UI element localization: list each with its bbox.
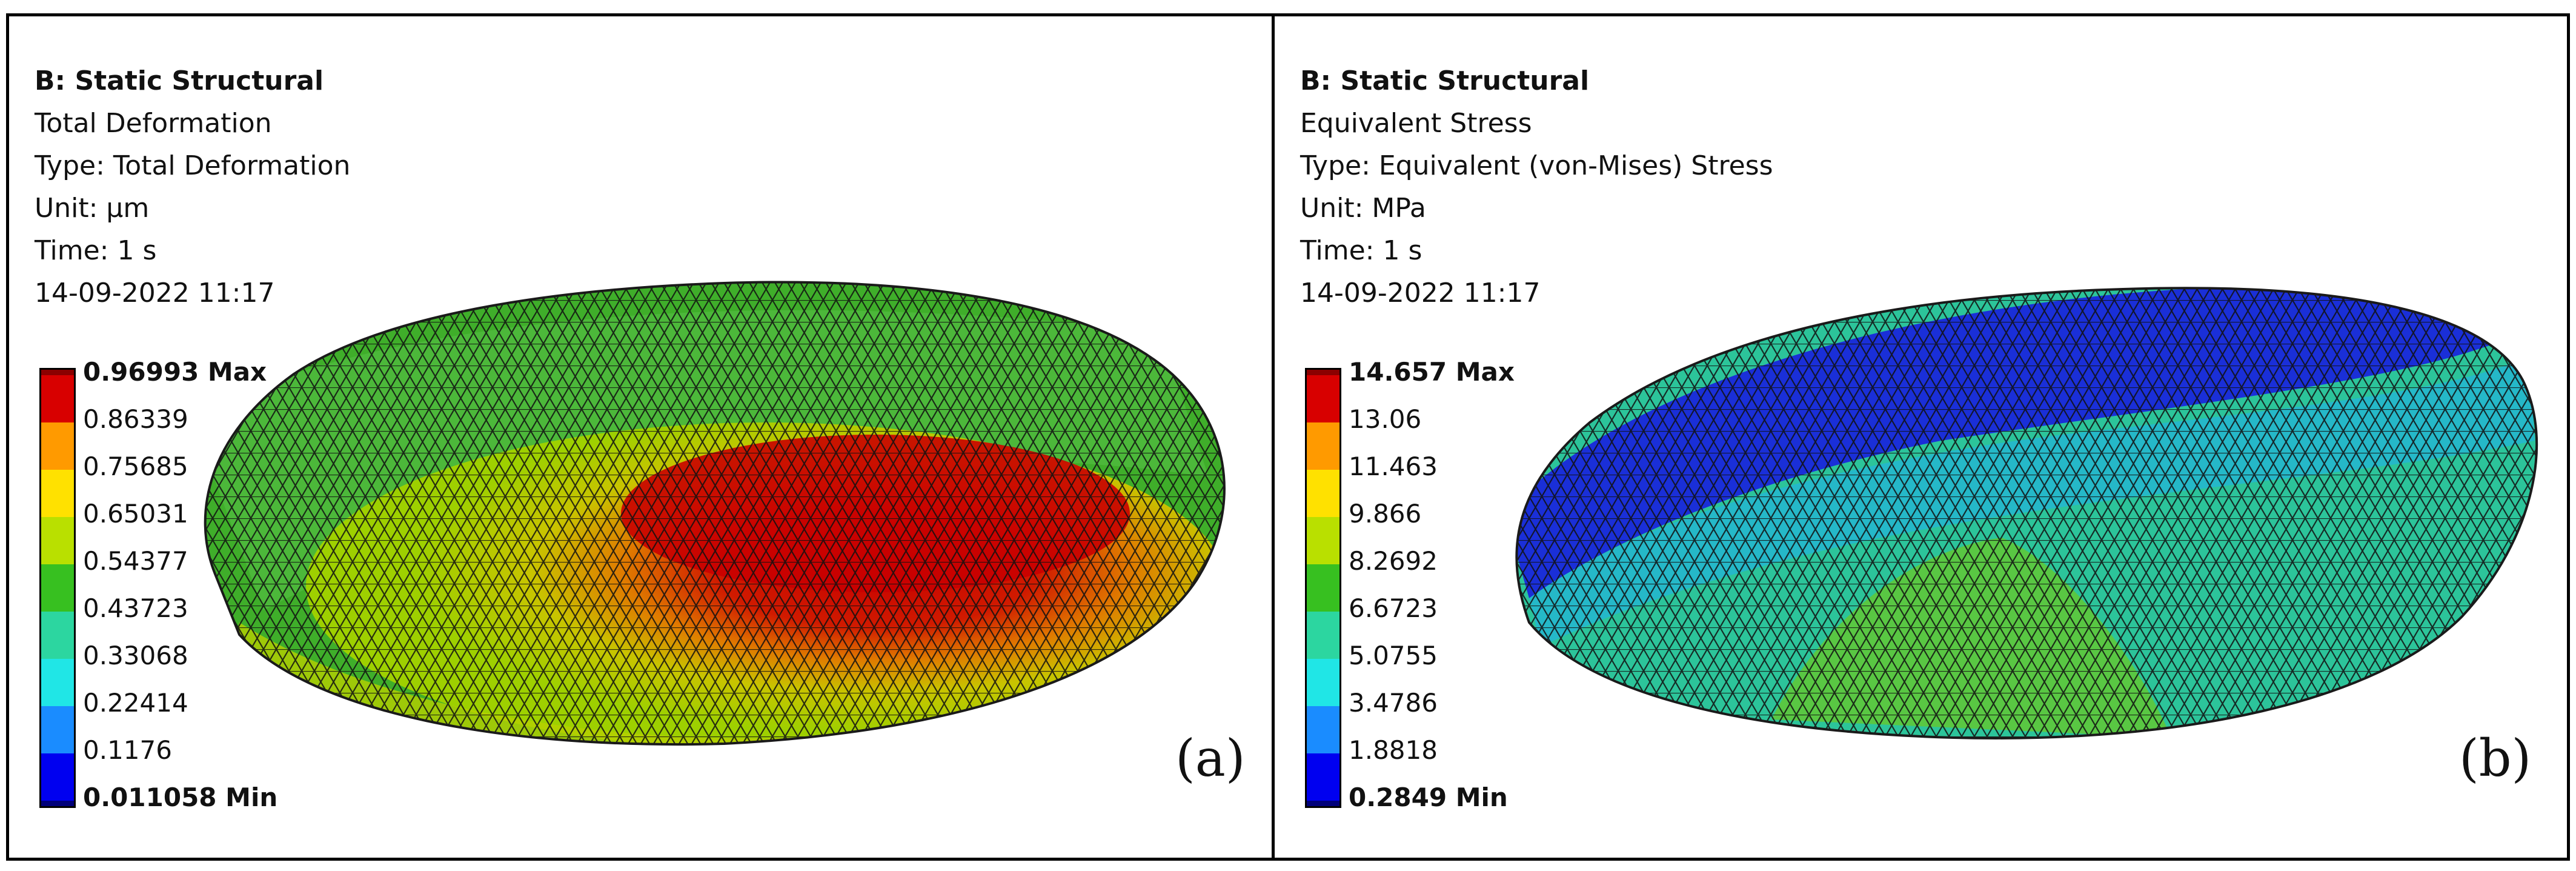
legend-value-label: 0.43723 — [83, 593, 188, 623]
legend-swatch — [39, 612, 76, 659]
panel-a-system: B: Static Structural — [35, 65, 324, 96]
panel-a-header: B: Static Structural Total Deformation T… — [35, 60, 350, 315]
panel-b-unit: Unit: MPa — [1300, 193, 1426, 224]
legend-swatch — [1305, 375, 1341, 422]
legend-value-label: 0.1176 — [83, 735, 172, 765]
legend-value-label: 3.4786 — [1349, 688, 1438, 718]
legend-swatch — [39, 470, 76, 517]
legend-value-label: 0.33068 — [83, 641, 188, 670]
legend-swatch — [39, 753, 76, 801]
legend-value-label: 0.011058 Min — [83, 783, 278, 812]
panel-b-header: B: Static Structural Equivalent Stress T… — [1300, 60, 1773, 315]
legend-value-label: 5.0755 — [1349, 641, 1438, 670]
legend-min-cap — [39, 801, 76, 808]
panel-a-total-deformation: B: Static Structural Total Deformation T… — [6, 13, 1275, 861]
legend-swatch — [1305, 470, 1341, 517]
legend-value-label: 0.65031 — [83, 499, 188, 529]
panel-a-result: Total Deformation — [35, 108, 272, 139]
legend-value-label: 0.96993 Max — [83, 357, 267, 387]
panel-b-timestamp: 14-09-2022 11:17 — [1300, 278, 1541, 309]
panel-b-equivalent-stress: B: Static Structural Equivalent Stress T… — [1272, 13, 2570, 861]
stress-mesh-plot — [1515, 287, 2538, 739]
legend-max-cap — [39, 368, 76, 375]
panel-a-timestamp: 14-09-2022 11:17 — [35, 278, 275, 309]
panel-a-type: Type: Total Deformation — [35, 150, 351, 181]
legend-max-cap — [1305, 368, 1341, 375]
legend-swatch — [39, 659, 76, 706]
legend-swatch — [1305, 422, 1341, 470]
legend-swatch — [1305, 753, 1341, 801]
legend-min-cap — [1305, 801, 1341, 808]
legend-swatch — [1305, 612, 1341, 659]
legend-value-label: 9.866 — [1349, 499, 1422, 529]
panel-a-unit: Unit: µm — [35, 193, 150, 224]
legend-value-label: 0.2849 Min — [1349, 783, 1508, 812]
legend-value-label: 0.22414 — [83, 688, 188, 718]
deformation-mesh-plot — [204, 281, 1226, 746]
legend-swatch — [39, 564, 76, 612]
panel-b-type: Type: Equivalent (von-Mises) Stress — [1300, 150, 1773, 181]
legend-swatch — [1305, 564, 1341, 612]
legend-value-label: 6.6723 — [1349, 593, 1438, 623]
legend-swatch — [1305, 659, 1341, 706]
legend-value-label: 1.8818 — [1349, 735, 1438, 765]
legend-value-label: 14.657 Max — [1349, 357, 1515, 387]
legend-value-label: 11.463 — [1349, 452, 1438, 481]
panel-b-label: (b) — [2459, 729, 2532, 788]
legend-swatch — [39, 706, 76, 753]
legend-value-label: 13.06 — [1349, 404, 1422, 434]
panel-b-system: B: Static Structural — [1300, 65, 1590, 96]
legend-value-label: 8.2692 — [1349, 546, 1438, 576]
legend-swatch — [39, 517, 76, 564]
panel-a-time: Time: 1 s — [35, 235, 157, 266]
legend-swatch — [39, 422, 76, 470]
legend-swatch — [1305, 517, 1341, 564]
legend-value-label: 0.86339 — [83, 404, 188, 434]
panel-b-time: Time: 1 s — [1300, 235, 1422, 266]
legend-value-label: 0.54377 — [83, 546, 188, 576]
panel-a-label: (a) — [1175, 729, 1246, 788]
legend-swatch — [39, 375, 76, 422]
panel-b-result: Equivalent Stress — [1300, 108, 1532, 139]
legend-value-label: 0.75685 — [83, 452, 188, 481]
legend-swatch — [1305, 706, 1341, 753]
